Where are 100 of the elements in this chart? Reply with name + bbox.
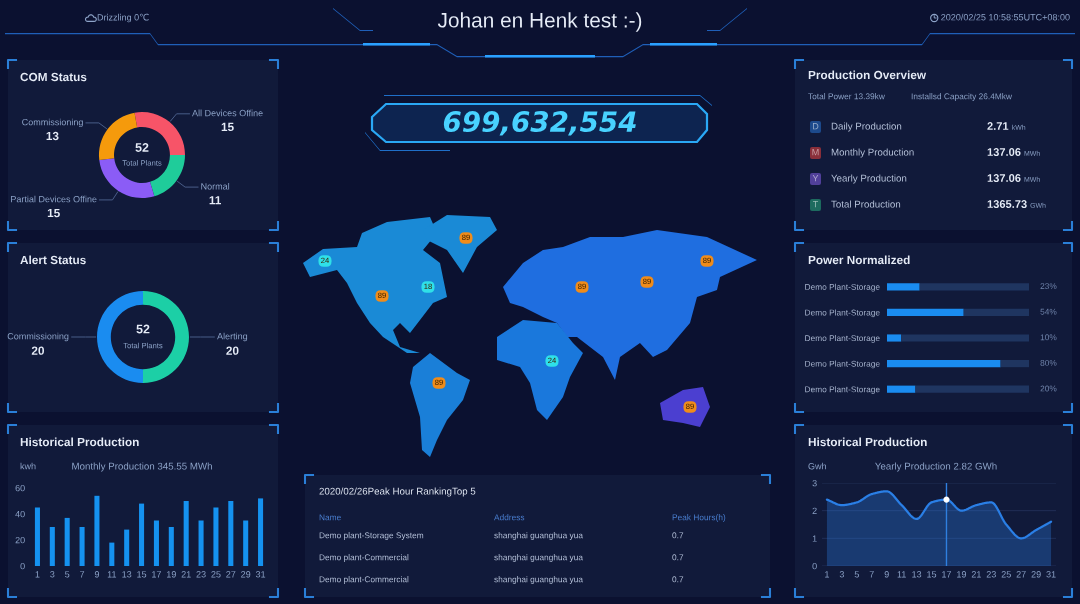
data-label: 10% xyxy=(1040,334,1057,341)
x-tick-label: 27 xyxy=(1016,571,1026,578)
text: Daily Production xyxy=(831,122,902,132)
x-tick-label: 17 xyxy=(942,571,952,578)
x-tick-label: 11 xyxy=(897,571,906,578)
slice-label: Normal xyxy=(201,182,230,190)
text: Drizzling 0℃ xyxy=(97,13,149,23)
data-label: 20 xyxy=(31,346,45,355)
text: shanghai guanghua yua xyxy=(494,576,583,584)
slice-label: Alerting xyxy=(217,332,248,342)
text: 52 xyxy=(135,143,149,152)
y-tick-label: 3 xyxy=(812,479,817,487)
data-label: 54% xyxy=(1040,308,1057,315)
x-tick-label: 21 xyxy=(971,571,981,578)
text: 2020/02/26Peak Hour RankingTop 5 xyxy=(319,487,476,497)
y-tick-label: 60 xyxy=(15,484,25,492)
bar xyxy=(915,385,1029,393)
bar xyxy=(887,308,964,316)
category-label: Address xyxy=(494,514,525,521)
bar xyxy=(109,542,115,566)
x-tick-label: 23 xyxy=(196,571,206,578)
bar xyxy=(139,503,145,566)
bar xyxy=(64,517,70,566)
chart-subtitle: Monthly Production 345.55 MWh xyxy=(72,462,212,472)
bar xyxy=(124,529,130,566)
data-label: 20% xyxy=(1040,385,1057,392)
y-tick-label: Demo Plant-Storage xyxy=(805,386,880,394)
text: 2.71 xyxy=(987,122,1009,130)
x-tick-label: 13 xyxy=(122,571,132,578)
bar xyxy=(887,360,1001,368)
bar xyxy=(213,507,219,566)
bar xyxy=(168,527,174,566)
y-tick-label: 0 xyxy=(20,562,25,570)
text: Monthly Production xyxy=(831,148,914,158)
bar xyxy=(963,308,1029,316)
data-label: 15 xyxy=(47,208,60,218)
x-tick-label: 31 xyxy=(1046,571,1056,578)
bar xyxy=(887,283,920,291)
x-tick-label: 1 xyxy=(35,571,40,578)
data-label: 80% xyxy=(1040,359,1057,366)
chart-subtitle: Yearly Production 2.82 GWh xyxy=(875,462,997,472)
text: Total Production xyxy=(831,200,901,208)
x-tick-label: 19 xyxy=(957,571,967,578)
chart-title: Power Normalized xyxy=(808,255,910,265)
bar xyxy=(34,507,40,566)
donut-slice xyxy=(134,112,185,155)
bar xyxy=(887,385,916,393)
y-tick-label: 20 xyxy=(15,536,25,544)
text: 0.7 xyxy=(672,532,684,539)
text: Installsd Capacity 26.4Mkw xyxy=(911,93,1012,101)
bar xyxy=(49,527,55,566)
x-tick-label: 23 xyxy=(986,571,996,578)
category-label: Name xyxy=(319,514,341,521)
bar xyxy=(919,283,1029,291)
text: 0.7 xyxy=(672,576,684,583)
x-tick-label: 3 xyxy=(50,571,55,578)
text: 52 xyxy=(136,324,150,334)
text: M xyxy=(812,149,819,156)
y-tick-label: Demo Plant-Storage xyxy=(805,283,880,292)
slice-label: All Devices Offine xyxy=(192,109,263,117)
bar xyxy=(243,520,249,566)
data-label: 20 xyxy=(226,346,239,355)
text: Demo plant-Commercial xyxy=(319,576,409,584)
y-tick-label: 0 xyxy=(812,562,817,570)
text: shanghai guanghua yua xyxy=(494,554,583,562)
y-axis-title: kwh xyxy=(20,462,36,470)
bar xyxy=(153,520,159,566)
text: Yearly Production xyxy=(831,174,907,184)
x-tick-label: 25 xyxy=(1001,571,1011,578)
data-label: 23% xyxy=(1040,283,1057,290)
chart-title: Historical Production xyxy=(20,437,139,447)
x-tick-label: 13 xyxy=(912,571,922,578)
x-tick-label: 15 xyxy=(137,571,147,578)
text: 699,632,554 xyxy=(443,111,636,136)
x-tick-label: 7 xyxy=(80,571,85,578)
x-tick-label: 17 xyxy=(152,571,162,578)
slice-label: Partial Devices Offine xyxy=(11,195,97,203)
text: Total Power 13.39kw xyxy=(808,93,885,100)
text: Y xyxy=(812,175,819,182)
x-tick-label: 5 xyxy=(65,571,70,578)
bar xyxy=(887,334,902,342)
x-tick-label: 25 xyxy=(211,571,221,578)
x-tick-label: 29 xyxy=(1031,571,1041,578)
slice-label: Commissioning xyxy=(22,118,83,128)
x-tick-label: 9 xyxy=(884,571,889,578)
slice-label: Commissioning xyxy=(7,332,69,342)
text: Production Overview xyxy=(808,70,927,80)
text: 137.06 xyxy=(987,148,1021,156)
x-tick-label: 1 xyxy=(825,571,829,578)
bar xyxy=(94,495,100,566)
bar xyxy=(79,527,85,566)
bar xyxy=(198,520,204,566)
text: D xyxy=(812,123,819,130)
text: Johan en Henk test :-) xyxy=(437,12,642,32)
text: 137.06 xyxy=(987,174,1021,182)
chart-title: Historical Production xyxy=(808,437,927,447)
bar xyxy=(1000,360,1029,368)
y-tick-label: Demo Plant-Storage xyxy=(805,334,880,343)
y-tick-label: 1 xyxy=(812,535,817,542)
data-label: 13 xyxy=(46,131,59,141)
